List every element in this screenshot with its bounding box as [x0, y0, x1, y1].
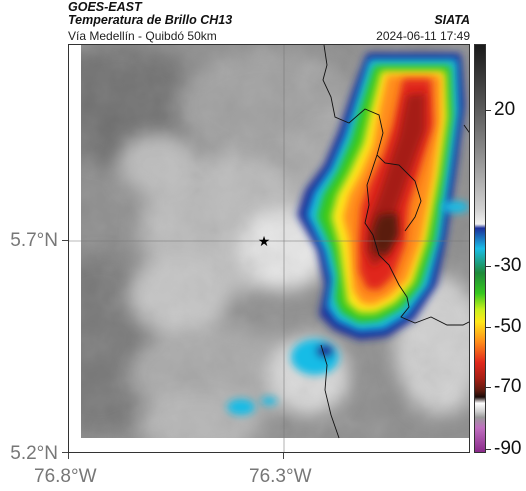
timestamp-label: 2024-06-11 17:49 — [376, 29, 470, 43]
colorbar-label: 20 — [494, 99, 516, 120]
colorbar-label: -70 — [494, 376, 522, 397]
product-title: Temperatura de Brillo CH13 — [68, 13, 233, 27]
colorbar-tick — [486, 266, 491, 267]
source-label: SIATA — [434, 13, 470, 27]
longitude-label: 76.3°W — [249, 466, 312, 487]
satellite-title: GOES-EAST — [68, 0, 142, 14]
lon-tick — [283, 453, 284, 459]
left-border-strip — [69, 45, 81, 452]
colorbar-tick — [486, 110, 491, 111]
administrative-boundaries — [320, 45, 469, 439]
lon-tick — [68, 453, 69, 459]
colorbar-label: -90 — [494, 438, 522, 459]
lat-tick — [62, 240, 68, 241]
colorbar-label: -50 — [494, 316, 522, 337]
satellite-map[interactable]: ★ — [68, 44, 470, 453]
no-data-strip — [69, 438, 469, 452]
temperature-colorbar — [474, 44, 486, 453]
brightness-temperature-image: ★ — [69, 45, 469, 452]
location-star-icon[interactable]: ★ — [258, 234, 271, 250]
colorbar-label: -30 — [494, 255, 522, 276]
latitude-label: 5.7°N — [10, 230, 58, 251]
longitude-label: 76.8°W — [34, 466, 97, 487]
colorbar-tick — [486, 327, 491, 328]
latitude-label: 5.2°N — [10, 443, 58, 464]
convective-storm-cell — [297, 53, 465, 340]
colorbar-tick — [486, 449, 491, 450]
colorbar-tick — [486, 387, 491, 388]
lat-tick — [62, 452, 68, 453]
region-subtitle: Vía Medellín - Quibdó 50km — [68, 29, 217, 43]
